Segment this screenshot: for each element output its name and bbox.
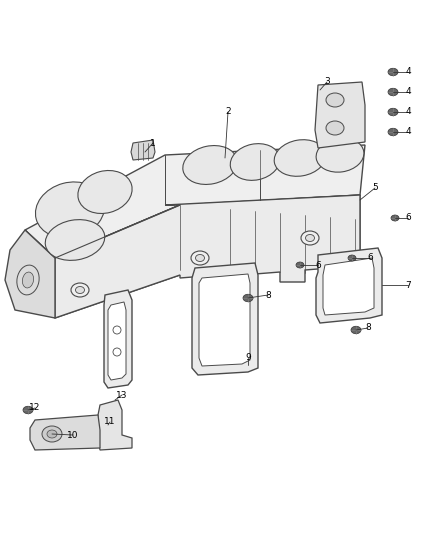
Ellipse shape [71,283,89,297]
Polygon shape [104,290,132,388]
Text: 4: 4 [405,68,411,77]
Text: 11: 11 [104,417,116,426]
Ellipse shape [75,287,85,294]
Ellipse shape [391,215,399,221]
Ellipse shape [296,262,304,268]
Ellipse shape [35,182,105,238]
Ellipse shape [78,171,132,214]
Polygon shape [316,248,382,323]
Polygon shape [192,263,258,375]
Text: 6: 6 [405,214,411,222]
Text: 1: 1 [150,139,156,148]
Text: 6: 6 [315,261,321,270]
Text: 4: 4 [405,127,411,136]
Text: 5: 5 [372,183,378,192]
Ellipse shape [351,326,361,334]
Text: 8: 8 [265,290,271,300]
Ellipse shape [230,143,280,180]
Text: 4: 4 [405,87,411,96]
Ellipse shape [301,231,319,245]
Ellipse shape [195,254,205,262]
Ellipse shape [22,272,34,288]
Polygon shape [323,258,374,315]
Ellipse shape [45,220,105,261]
Ellipse shape [183,146,237,184]
Polygon shape [25,145,365,258]
Text: 2: 2 [225,108,231,117]
Polygon shape [25,230,55,318]
Ellipse shape [316,138,364,172]
Polygon shape [55,195,360,318]
Ellipse shape [326,93,344,107]
Ellipse shape [388,128,398,136]
Ellipse shape [388,108,398,116]
Polygon shape [30,415,100,450]
Ellipse shape [113,348,121,356]
Polygon shape [131,140,155,160]
Polygon shape [98,400,132,450]
Polygon shape [55,195,360,318]
Text: 6: 6 [367,254,373,262]
Ellipse shape [388,68,398,76]
Text: 12: 12 [29,403,41,413]
Polygon shape [315,82,365,148]
Polygon shape [108,302,126,380]
Ellipse shape [348,255,356,261]
Text: 8: 8 [365,324,371,333]
Ellipse shape [305,235,314,241]
Ellipse shape [274,140,326,176]
Ellipse shape [191,251,209,265]
Polygon shape [5,230,55,318]
Ellipse shape [113,326,121,334]
Ellipse shape [243,294,253,302]
Text: 9: 9 [245,353,251,362]
Ellipse shape [326,121,344,135]
Ellipse shape [42,426,62,442]
Ellipse shape [388,88,398,96]
Ellipse shape [23,406,33,414]
Text: 7: 7 [405,280,411,289]
Text: 10: 10 [67,431,79,440]
Polygon shape [199,274,250,366]
Text: 4: 4 [405,108,411,117]
Ellipse shape [47,430,57,438]
Ellipse shape [17,265,39,295]
Text: 3: 3 [324,77,330,86]
Text: 13: 13 [116,391,128,400]
